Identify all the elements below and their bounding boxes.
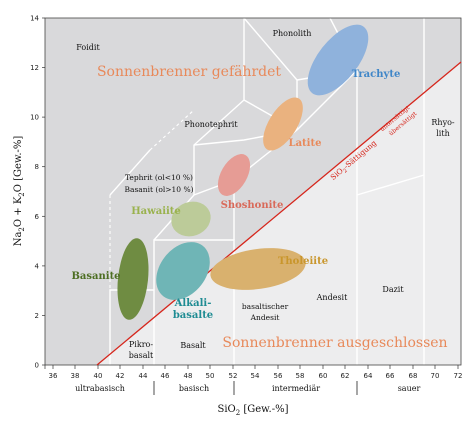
x-tick-label: 38: [71, 372, 80, 380]
x-tick-label: 50: [206, 372, 215, 380]
field-tephrit: Tephrit (ol<10 %): [125, 173, 193, 182]
x-tick-label: 60: [319, 372, 328, 380]
class-intermediaer: intermediär: [272, 384, 320, 393]
x-tick-labels: 36 38 40 42 44 46 48 50 52 54 56 58 60 6…: [49, 372, 463, 380]
y-tick-label: 2: [35, 312, 39, 320]
x-tick-label: 64: [364, 372, 373, 380]
label-basanite: Basanite: [71, 271, 120, 282]
label-shoshonite: Shoshonite: [221, 200, 284, 211]
class-sauer: sauer: [398, 384, 421, 393]
plot-frame: [44, 17, 462, 366]
class-basisch: basisch: [179, 384, 209, 393]
field-pikrobasalt: Pikro-: [129, 340, 153, 349]
label-sonnenbrenner-gefaehrdet: Sonnenbrenner gefährdet: [97, 64, 281, 80]
field-rhyolith: Rhyo-: [431, 118, 455, 127]
field-pikrobasalt-2: basalt: [129, 351, 154, 360]
class-separators: [153, 381, 358, 395]
y-tick-label: 8: [35, 163, 39, 171]
field-andesit: Andesit: [316, 293, 348, 302]
label-alkalibasalte: Alkali-: [174, 298, 212, 309]
dashed-boundaries: [109, 109, 195, 290]
x-tick-label: 58: [296, 372, 305, 380]
trachyte-field: [307, 24, 369, 96]
x-tick-label: 36: [49, 372, 58, 380]
x-tick-label: 52: [229, 372, 238, 380]
x-tick-label: 72: [454, 372, 463, 380]
label-hawaiite: Hawaiite: [131, 206, 181, 217]
alkalibasalte-field: [156, 242, 210, 300]
label-trachyte: Trachyte: [352, 69, 401, 80]
hawaiite-field: [171, 201, 211, 237]
field-basaltischer-andesit: Andesit: [250, 313, 280, 322]
x-tick-label: 56: [274, 372, 283, 380]
field-basaltischer: basaltischer: [242, 302, 289, 311]
y-ticks: [42, 17, 45, 366]
y-tick-label: 10: [30, 114, 39, 122]
field-basanit: Basanit (ol>10 %): [124, 185, 193, 194]
x-tick-label: 46: [161, 372, 170, 380]
label-latite: Latite: [289, 138, 322, 149]
tholeiite-field: [210, 248, 306, 290]
latite-field: [263, 97, 303, 151]
y-tick-label: 0: [35, 362, 39, 370]
shoshonite-field: [217, 154, 251, 196]
x-ticks: [44, 365, 459, 369]
x-tick-label: 68: [409, 372, 418, 380]
y-tick-label: 6: [35, 213, 40, 221]
field-foidit: Foidit: [76, 43, 100, 52]
field-phonolith: Phonolith: [273, 29, 312, 38]
y-tick-label: 12: [30, 64, 39, 72]
basanite-field: [117, 238, 149, 320]
field-rhyolith-2: lith: [436, 129, 449, 138]
field-phonotephrit: Phonotephrit: [184, 120, 238, 129]
x-tick-label: 70: [431, 372, 440, 380]
x-tick-label: 62: [341, 372, 350, 380]
x-tick-label: 44: [139, 372, 148, 380]
y-tick-label: 4: [35, 262, 40, 270]
label-alkalibasalte-2: basalte: [173, 310, 213, 321]
x-tick-label: 40: [94, 372, 103, 380]
x-tick-label: 48: [184, 372, 193, 380]
class-ultrabasisch: ultrabasisch: [75, 384, 125, 393]
x-tick-label: 42: [116, 372, 125, 380]
field-dazit: Dazit: [382, 285, 404, 294]
y-axis-title: Na2O + K2O [Gew.-%]: [13, 136, 26, 247]
x-tick-label: 54: [251, 372, 260, 380]
label-sonnenbrenner-ausgeschlossen: Sonnenbrenner ausgeschlossen: [222, 335, 447, 351]
sio2-saturation-line: [96, 61, 462, 366]
x-axis-title: SiO2 [Gew.-%]: [217, 404, 288, 417]
x-tick-label: 66: [386, 372, 395, 380]
y-tick-label: 14: [30, 15, 39, 23]
field-basalt: Basalt: [180, 341, 206, 350]
label-tholeiite: Tholeiite: [278, 256, 328, 267]
